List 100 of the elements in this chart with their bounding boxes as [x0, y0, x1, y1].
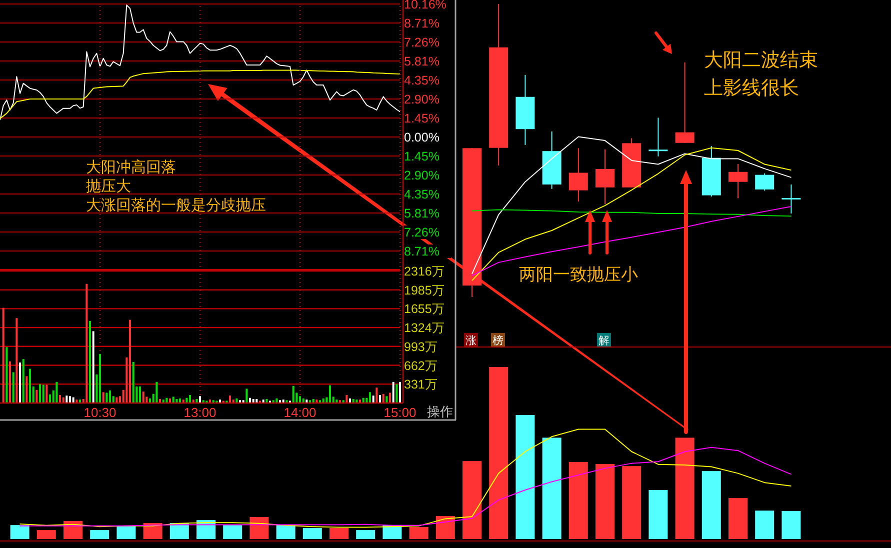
- x-tick-label: 15:00: [384, 405, 416, 420]
- bar: [409, 526, 428, 539]
- x-tick-label: 10:30: [84, 405, 116, 420]
- bar: [399, 382, 401, 403]
- bar: [19, 362, 21, 403]
- candlestick: [648, 117, 668, 157]
- bar: [46, 384, 48, 403]
- bar: [568, 462, 588, 539]
- bar: [372, 396, 374, 403]
- bar: [102, 392, 104, 403]
- y-tick-label: 4.35%: [404, 187, 440, 202]
- bar: [329, 385, 331, 403]
- y-tick-label: 4.35%: [404, 74, 440, 88]
- bar: [675, 438, 694, 539]
- y-tick-label: 2316万: [404, 264, 445, 278]
- candlestick: [596, 148, 614, 205]
- bar: [116, 526, 136, 539]
- bar: [92, 331, 94, 403]
- bar: [369, 392, 371, 403]
- bar: [156, 382, 158, 403]
- y-tick-label: 10.16%: [404, 0, 446, 12]
- y-tick-label: 1985万: [404, 283, 445, 298]
- x-tick-label: 13:00: [184, 405, 216, 420]
- y-tick-label: 7.26%: [404, 226, 440, 240]
- bar: [379, 395, 381, 403]
- bar: [376, 388, 378, 403]
- bar: [129, 320, 131, 403]
- bar: [396, 384, 398, 403]
- candlestick: [675, 62, 694, 144]
- bar: [12, 372, 14, 403]
- annotation: 抛压大: [86, 178, 131, 195]
- bar: [462, 461, 482, 539]
- bar: [139, 386, 141, 403]
- bar: [69, 396, 71, 403]
- bar: [728, 498, 748, 539]
- y-tick-label: 2.90%: [404, 92, 440, 107]
- text: 涨: [466, 335, 476, 347]
- bar: [66, 396, 68, 403]
- bar: [142, 392, 144, 403]
- bar: [59, 395, 61, 403]
- bar: [49, 394, 51, 403]
- bar: [109, 390, 111, 403]
- bar: [648, 490, 668, 539]
- annotation: 大阳冲高回落: [86, 159, 176, 176]
- candlestick: [568, 148, 588, 202]
- bar: [86, 284, 88, 403]
- bar: [29, 368, 31, 403]
- bar: [299, 396, 301, 403]
- y-tick-label: 1.45%: [404, 149, 440, 164]
- bar: [36, 530, 56, 539]
- bar: [702, 471, 721, 539]
- y-tick-label: 1324万: [404, 321, 445, 336]
- candlestick: [782, 184, 801, 214]
- bar: [346, 395, 348, 403]
- bar: [223, 525, 242, 539]
- bar: [596, 464, 614, 539]
- annotation: 大阳二波结束: [704, 50, 818, 71]
- bar: [132, 362, 134, 403]
- bar: [392, 382, 394, 403]
- bar: [276, 525, 296, 539]
- line-series: [0, 70, 400, 119]
- bar: [172, 396, 174, 403]
- bar: [382, 394, 384, 403]
- bar: [189, 395, 191, 403]
- bar: [39, 384, 41, 403]
- bar: [26, 376, 28, 403]
- bar: [250, 516, 269, 539]
- bar: [356, 530, 376, 539]
- bar: [246, 388, 248, 403]
- line-series: [0, 4, 400, 120]
- y-tick-label: 5.81%: [404, 206, 440, 221]
- bar: [2, 308, 4, 403]
- bar: [6, 347, 8, 403]
- bar: [199, 396, 201, 403]
- x-tick-label: 14:00: [284, 405, 316, 420]
- text: 解: [598, 335, 610, 347]
- annotation: 大涨回落的一般是分歧抛压: [86, 197, 266, 214]
- bar: [436, 516, 455, 539]
- candlestick: [728, 163, 748, 199]
- y-tick-label: 662万: [404, 358, 438, 373]
- bar: [9, 361, 11, 403]
- bar: [56, 382, 58, 403]
- y-tick-label: 8.71%: [404, 16, 440, 30]
- bar: [489, 367, 508, 539]
- bar: [782, 510, 801, 539]
- bar: [292, 386, 294, 403]
- bar: [10, 525, 30, 539]
- bar: [542, 438, 562, 539]
- y-tick-label: 7.26%: [404, 35, 440, 50]
- y-tick-label: 993万: [404, 340, 438, 354]
- bar: [755, 510, 774, 539]
- bar: [229, 396, 231, 403]
- bar: [516, 414, 535, 539]
- bar: [330, 528, 348, 539]
- bar: [99, 354, 101, 403]
- y-tick-label: 8.71%: [404, 244, 440, 259]
- bar: [106, 392, 108, 403]
- bar: [622, 466, 642, 539]
- bar: [389, 392, 391, 403]
- annotation: 两阳一致抛压小: [519, 265, 638, 284]
